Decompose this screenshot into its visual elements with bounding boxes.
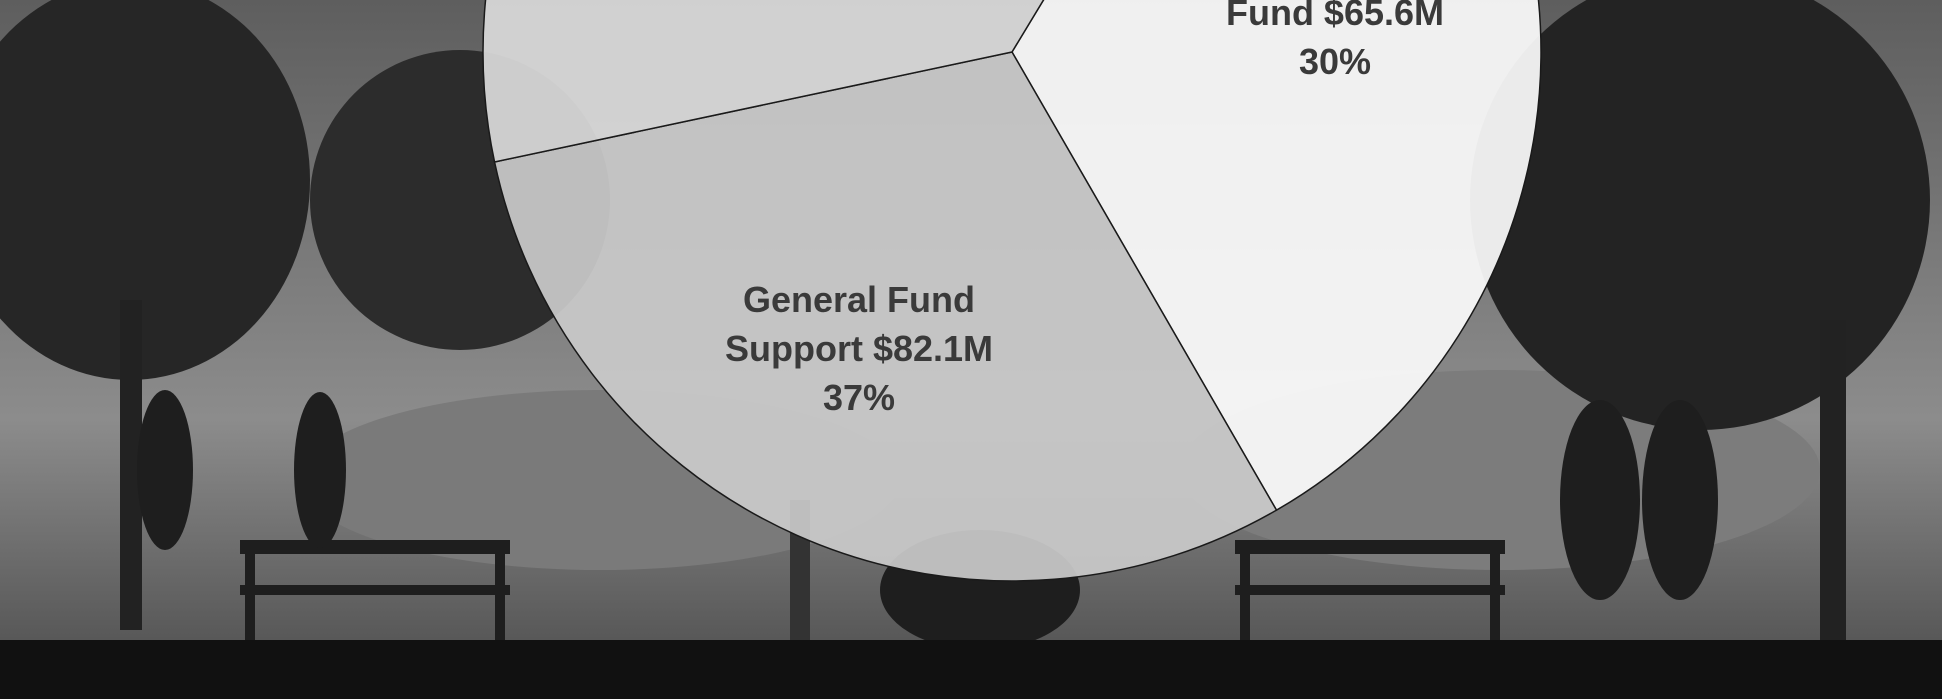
slice-name: General Fund Support $82.1M — [724, 279, 994, 369]
slice-percent: 37% — [822, 377, 896, 418]
pie — [482, 0, 1542, 582]
pie-slice — [493, 51, 1278, 582]
slice-percent: 30% — [1298, 41, 1372, 82]
slice-label: Fund $65.6M 30% — [1185, 0, 1485, 86]
slice-label: General Fund Support $82.1M 37% — [709, 275, 1009, 422]
pie-slice — [1011, 0, 1542, 512]
pie-slice — [482, 0, 1045, 163]
slice-name: Fund $65.6M — [1225, 0, 1445, 33]
